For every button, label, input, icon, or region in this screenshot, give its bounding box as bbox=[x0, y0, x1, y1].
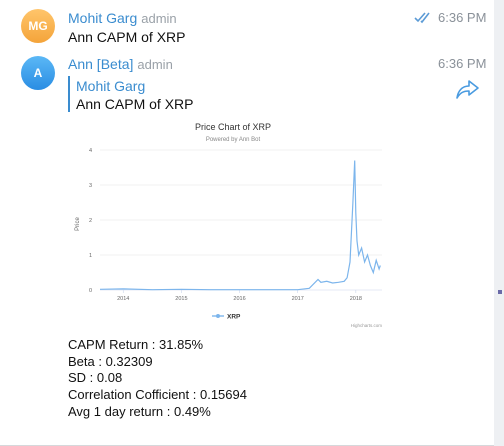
series-line-xrp bbox=[99, 160, 381, 291]
message-time: 6:36 PM bbox=[438, 10, 487, 25]
stat-correlation: Correlation Cofficient : 0.15694 bbox=[68, 387, 247, 403]
message-sender[interactable]: Mohit Garg admin bbox=[68, 10, 177, 26]
x-tick-label: 2015 bbox=[175, 296, 187, 302]
message-time: 6:36 PM bbox=[438, 56, 487, 71]
stat-sd: SD : 0.08 bbox=[68, 370, 123, 386]
chart-title: Price Chart of XRP bbox=[195, 122, 271, 132]
scroll-marker bbox=[498, 290, 502, 294]
avatar[interactable]: A bbox=[21, 56, 55, 90]
quote-text[interactable]: Ann CAPM of XRP bbox=[76, 96, 194, 112]
y-tick-label: 2 bbox=[89, 218, 92, 224]
share-arrow-icon[interactable] bbox=[455, 78, 481, 100]
legend-item-xrp: XRP bbox=[227, 314, 241, 321]
y-tick-label: 1 bbox=[89, 253, 92, 259]
stat-beta: Beta : 0.32309 bbox=[68, 353, 153, 369]
x-tick-label: 2018 bbox=[350, 296, 362, 302]
sender-role: admin bbox=[137, 57, 173, 72]
quote-sender[interactable]: Mohit Garg bbox=[76, 78, 146, 94]
stat-capm-return: CAPM Return : 31.85% bbox=[68, 337, 204, 352]
chart-legend[interactable]: XRP bbox=[212, 314, 241, 321]
y-tick-label: 0 bbox=[89, 288, 92, 294]
x-tick-label: 2016 bbox=[233, 296, 245, 302]
message-text: Ann CAPM of XRP bbox=[68, 29, 186, 45]
scroll-gutter bbox=[494, 0, 504, 445]
reply-quote-bar bbox=[68, 76, 70, 112]
stat-avg-return: Avg 1 day return : 0.49% bbox=[68, 403, 211, 419]
chart-subtitle: Powered by Ann Bot bbox=[206, 137, 261, 143]
y-axis-label: Price bbox=[75, 217, 81, 231]
double-check-icon bbox=[414, 12, 430, 24]
chart-credit: Highcharts.com bbox=[351, 323, 383, 328]
sender-name[interactable]: Ann [Beta] bbox=[68, 56, 134, 72]
y-tick-label: 4 bbox=[89, 148, 92, 154]
x-tick-label: 2017 bbox=[292, 296, 304, 302]
message-sender[interactable]: Ann [Beta] admin bbox=[68, 56, 173, 72]
sender-name[interactable]: Mohit Garg bbox=[68, 10, 138, 26]
capm-stats: CAPM Return : 31.85% Beta : 0.32309 SD :… bbox=[68, 337, 247, 421]
price-chart[interactable]: Price Chart of XRP Powered by Ann Bot Pr… bbox=[68, 118, 398, 333]
y-tick-label: 3 bbox=[89, 183, 92, 189]
avatar[interactable]: MG bbox=[21, 9, 55, 43]
sender-role: admin bbox=[141, 11, 177, 26]
x-tick-label: 2014 bbox=[117, 296, 129, 302]
